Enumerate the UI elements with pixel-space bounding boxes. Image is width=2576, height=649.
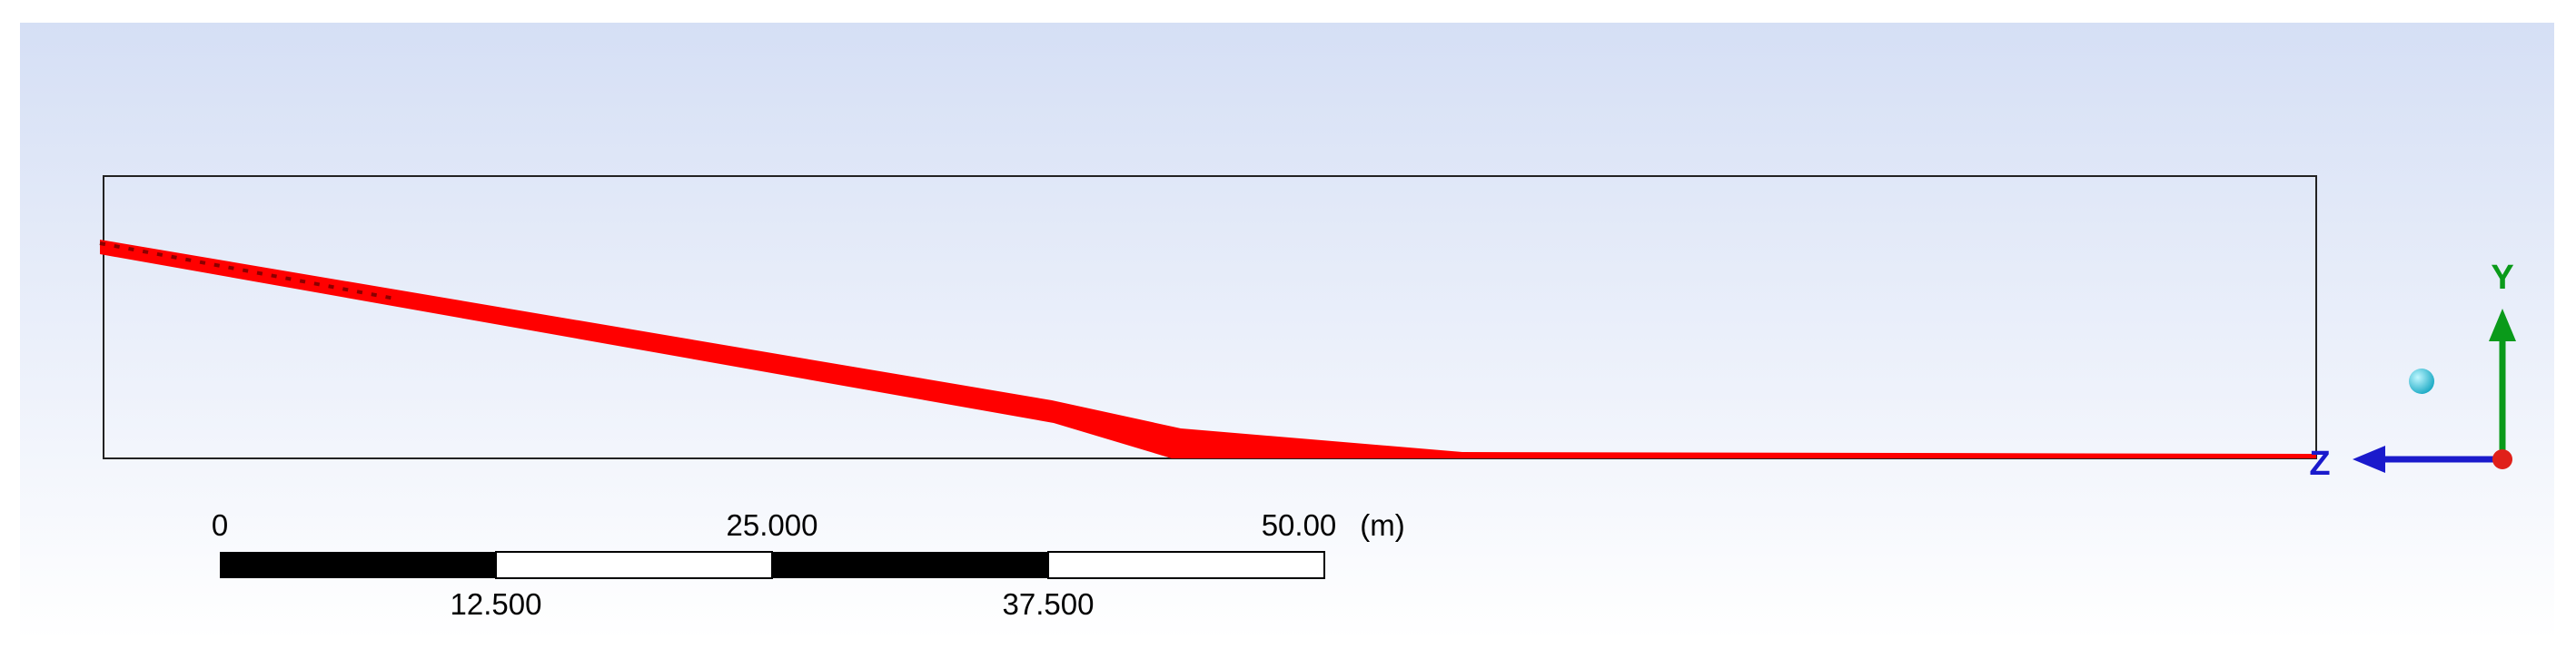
scale-segment: [220, 552, 496, 578]
y-arrow-head: [2489, 309, 2516, 341]
scale-label: 0: [212, 508, 228, 542]
scale-unit: (m): [1360, 508, 1404, 542]
scale-label: 12.500: [451, 587, 542, 621]
scale-bar: 0 25.000 50.00 (m) 12.500 37.500: [212, 508, 1405, 621]
y-axis-label: Y: [2491, 259, 2513, 297]
view-sphere: [2409, 369, 2434, 394]
scale-segment: [495, 551, 773, 579]
scale-label: 25.000: [727, 508, 818, 542]
scale-label: 37.500: [1003, 587, 1095, 621]
axis-triad: Y Z: [2309, 259, 2516, 483]
z-axis-label: Z: [2309, 445, 2330, 483]
scale-label: 50.00: [1262, 508, 1337, 542]
scale-segment: [1047, 551, 1325, 579]
scale-segment: [772, 552, 1048, 578]
viewport-background: [20, 23, 2554, 640]
z-arrow-head: [2353, 446, 2385, 473]
x-axis-dot: [2492, 449, 2512, 469]
